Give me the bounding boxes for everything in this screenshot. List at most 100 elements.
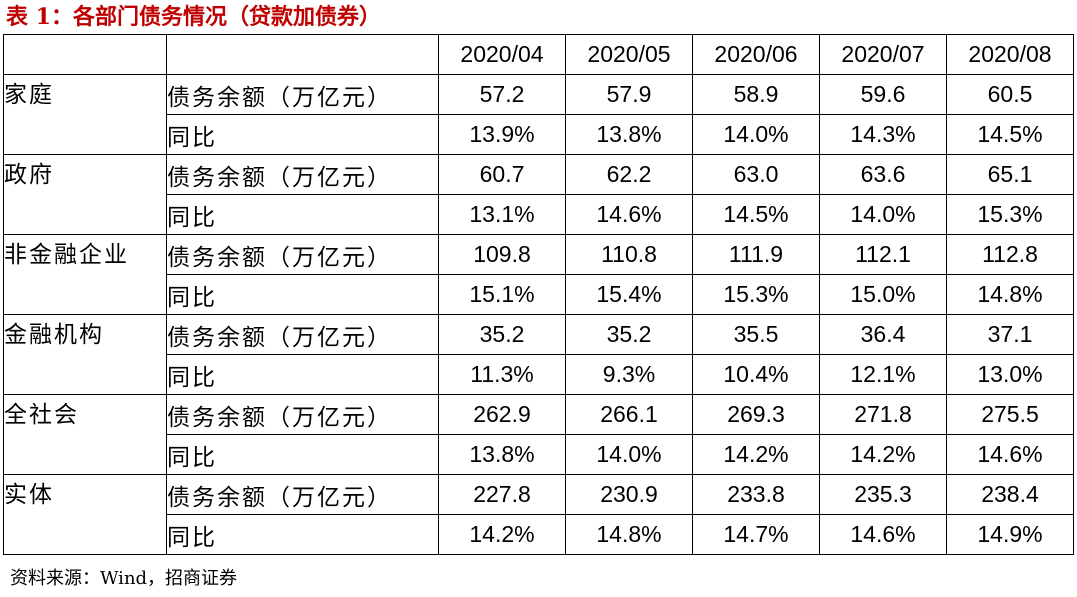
source-note: 资料来源：Wind，招商证券 xyxy=(10,568,238,589)
value-cell: 13.0% xyxy=(946,354,1074,395)
metric-label: 债务余额（万亿元） xyxy=(166,154,439,195)
month-header: 2020/04 xyxy=(438,34,566,75)
value-cell: 14.8% xyxy=(946,274,1074,315)
value-cell: 111.9 xyxy=(692,234,820,275)
value-cell: 14.6% xyxy=(565,194,693,235)
value-cell: 271.8 xyxy=(819,394,947,435)
metric-header-cell xyxy=(166,34,439,75)
value-cell: 62.2 xyxy=(565,154,693,195)
value-cell: 11.3% xyxy=(438,354,566,395)
value-cell: 15.3% xyxy=(692,274,820,315)
table-title: 表 1：各部门债务情况（贷款加债券） xyxy=(6,4,381,30)
value-cell: 35.2 xyxy=(565,314,693,355)
table-row: 政府 债务余额（万亿元） 60.7 62.2 63.0 63.6 65.1 xyxy=(3,154,1074,235)
sector-name: 政府 xyxy=(3,154,167,235)
value-cell: 110.8 xyxy=(565,234,693,275)
value-cell: 63.0 xyxy=(692,154,820,195)
value-cell: 109.8 xyxy=(438,234,566,275)
value-cell: 13.8% xyxy=(565,114,693,155)
value-cell: 58.9 xyxy=(692,74,820,115)
month-header: 2020/07 xyxy=(819,34,947,75)
metric-label: 同比 xyxy=(166,434,439,475)
value-cell: 10.4% xyxy=(692,354,820,395)
value-cell: 14.2% xyxy=(692,434,820,475)
value-cell: 14.0% xyxy=(565,434,693,475)
value-cell: 14.3% xyxy=(819,114,947,155)
value-cell: 14.5% xyxy=(946,114,1074,155)
sector-name: 金融机构 xyxy=(3,314,167,395)
metric-label: 债务余额（万亿元） xyxy=(166,474,439,515)
value-cell: 14.6% xyxy=(946,434,1074,475)
value-cell: 13.8% xyxy=(438,434,566,475)
value-cell: 233.8 xyxy=(692,474,820,515)
value-cell: 15.3% xyxy=(946,194,1074,235)
value-cell: 15.4% xyxy=(565,274,693,315)
table-row: 金融机构 债务余额（万亿元） 35.2 35.2 35.5 36.4 37.1 xyxy=(3,314,1074,395)
metric-label: 债务余额（万亿元） xyxy=(166,394,439,435)
value-cell: 14.0% xyxy=(819,194,947,235)
metric-label: 债务余额（万亿元） xyxy=(166,234,439,275)
value-cell: 35.2 xyxy=(438,314,566,355)
value-cell: 9.3% xyxy=(565,354,693,395)
sector-name: 家庭 xyxy=(3,74,167,155)
table-row: 全社会 债务余额（万亿元） 262.9 266.1 269.3 271.8 275.5 xyxy=(3,394,1074,475)
value-cell: 14.0% xyxy=(692,114,820,155)
table-row: 同比 15.1% 15.4% 15.3% 15.0% 14.8% xyxy=(4,274,1074,315)
value-cell: 35.5 xyxy=(692,314,820,355)
value-cell: 60.7 xyxy=(438,154,566,195)
value-cell: 112.1 xyxy=(819,234,947,275)
value-cell: 227.8 xyxy=(438,474,566,515)
month-header: 2020/06 xyxy=(692,34,820,75)
value-cell: 269.3 xyxy=(692,394,820,435)
value-cell: 14.2% xyxy=(438,514,566,555)
value-cell: 14.2% xyxy=(819,434,947,475)
value-cell: 13.9% xyxy=(438,114,566,155)
value-cell: 59.6 xyxy=(819,74,947,115)
month-header: 2020/08 xyxy=(946,34,1074,75)
metric-label: 同比 xyxy=(166,354,439,395)
corner-cell xyxy=(3,34,167,75)
metric-label: 债务余额（万亿元） xyxy=(166,314,439,355)
value-cell: 238.4 xyxy=(946,474,1074,515)
value-cell: 36.4 xyxy=(819,314,947,355)
value-cell: 57.2 xyxy=(438,74,566,115)
metric-label: 同比 xyxy=(166,514,439,555)
month-header: 2020/05 xyxy=(565,34,693,75)
value-cell: 112.8 xyxy=(946,234,1074,275)
value-cell: 275.5 xyxy=(946,394,1074,435)
value-cell: 262.9 xyxy=(438,394,566,435)
sector-name: 非金融企业 xyxy=(3,234,167,315)
sector-name: 全社会 xyxy=(3,394,167,475)
value-cell: 266.1 xyxy=(565,394,693,435)
table-row: 同比 11.3% 9.3% 10.4% 12.1% 13.0% xyxy=(4,354,1074,395)
value-cell: 235.3 xyxy=(819,474,947,515)
value-cell: 60.5 xyxy=(946,74,1074,115)
table-row: 同比 14.2% 14.8% 14.7% 14.6% 14.9% xyxy=(4,514,1074,555)
value-cell: 15.0% xyxy=(819,274,947,315)
value-cell: 14.8% xyxy=(565,514,693,555)
value-cell: 63.6 xyxy=(819,154,947,195)
header-row: 2020/04 2020/05 2020/06 2020/07 2020/08 xyxy=(3,34,1074,75)
value-cell: 14.7% xyxy=(692,514,820,555)
table-row: 实体 债务余额（万亿元） 227.8 230.9 233.8 235.3 238.4 xyxy=(3,474,1074,555)
debt-table: 2020/04 2020/05 2020/06 2020/07 2020/08 … xyxy=(3,34,1074,555)
value-cell: 14.9% xyxy=(946,514,1074,555)
metric-label: 同比 xyxy=(166,274,439,315)
sector-name: 实体 xyxy=(3,474,167,555)
value-cell: 230.9 xyxy=(565,474,693,515)
table-row: 同比 13.8% 14.0% 14.2% 14.2% 14.6% xyxy=(4,434,1074,475)
value-cell: 65.1 xyxy=(946,154,1074,195)
value-cell: 13.1% xyxy=(438,194,566,235)
value-cell: 14.5% xyxy=(692,194,820,235)
table-row: 家庭 债务余额（万亿元） 57.2 57.9 58.9 59.6 60.5 xyxy=(3,74,1074,155)
metric-label: 债务余额（万亿元） xyxy=(166,74,439,115)
value-cell: 15.1% xyxy=(438,274,566,315)
value-cell: 57.9 xyxy=(565,74,693,115)
table-body: 2020/04 2020/05 2020/06 2020/07 2020/08 … xyxy=(3,34,1074,555)
metric-label: 同比 xyxy=(166,194,439,235)
value-cell: 37.1 xyxy=(946,314,1074,355)
table-row: 非金融企业 债务余额（万亿元） 109.8 110.8 111.9 112.1 112.8 xyxy=(3,234,1074,315)
value-cell: 12.1% xyxy=(819,354,947,395)
metric-label: 同比 xyxy=(166,114,439,155)
